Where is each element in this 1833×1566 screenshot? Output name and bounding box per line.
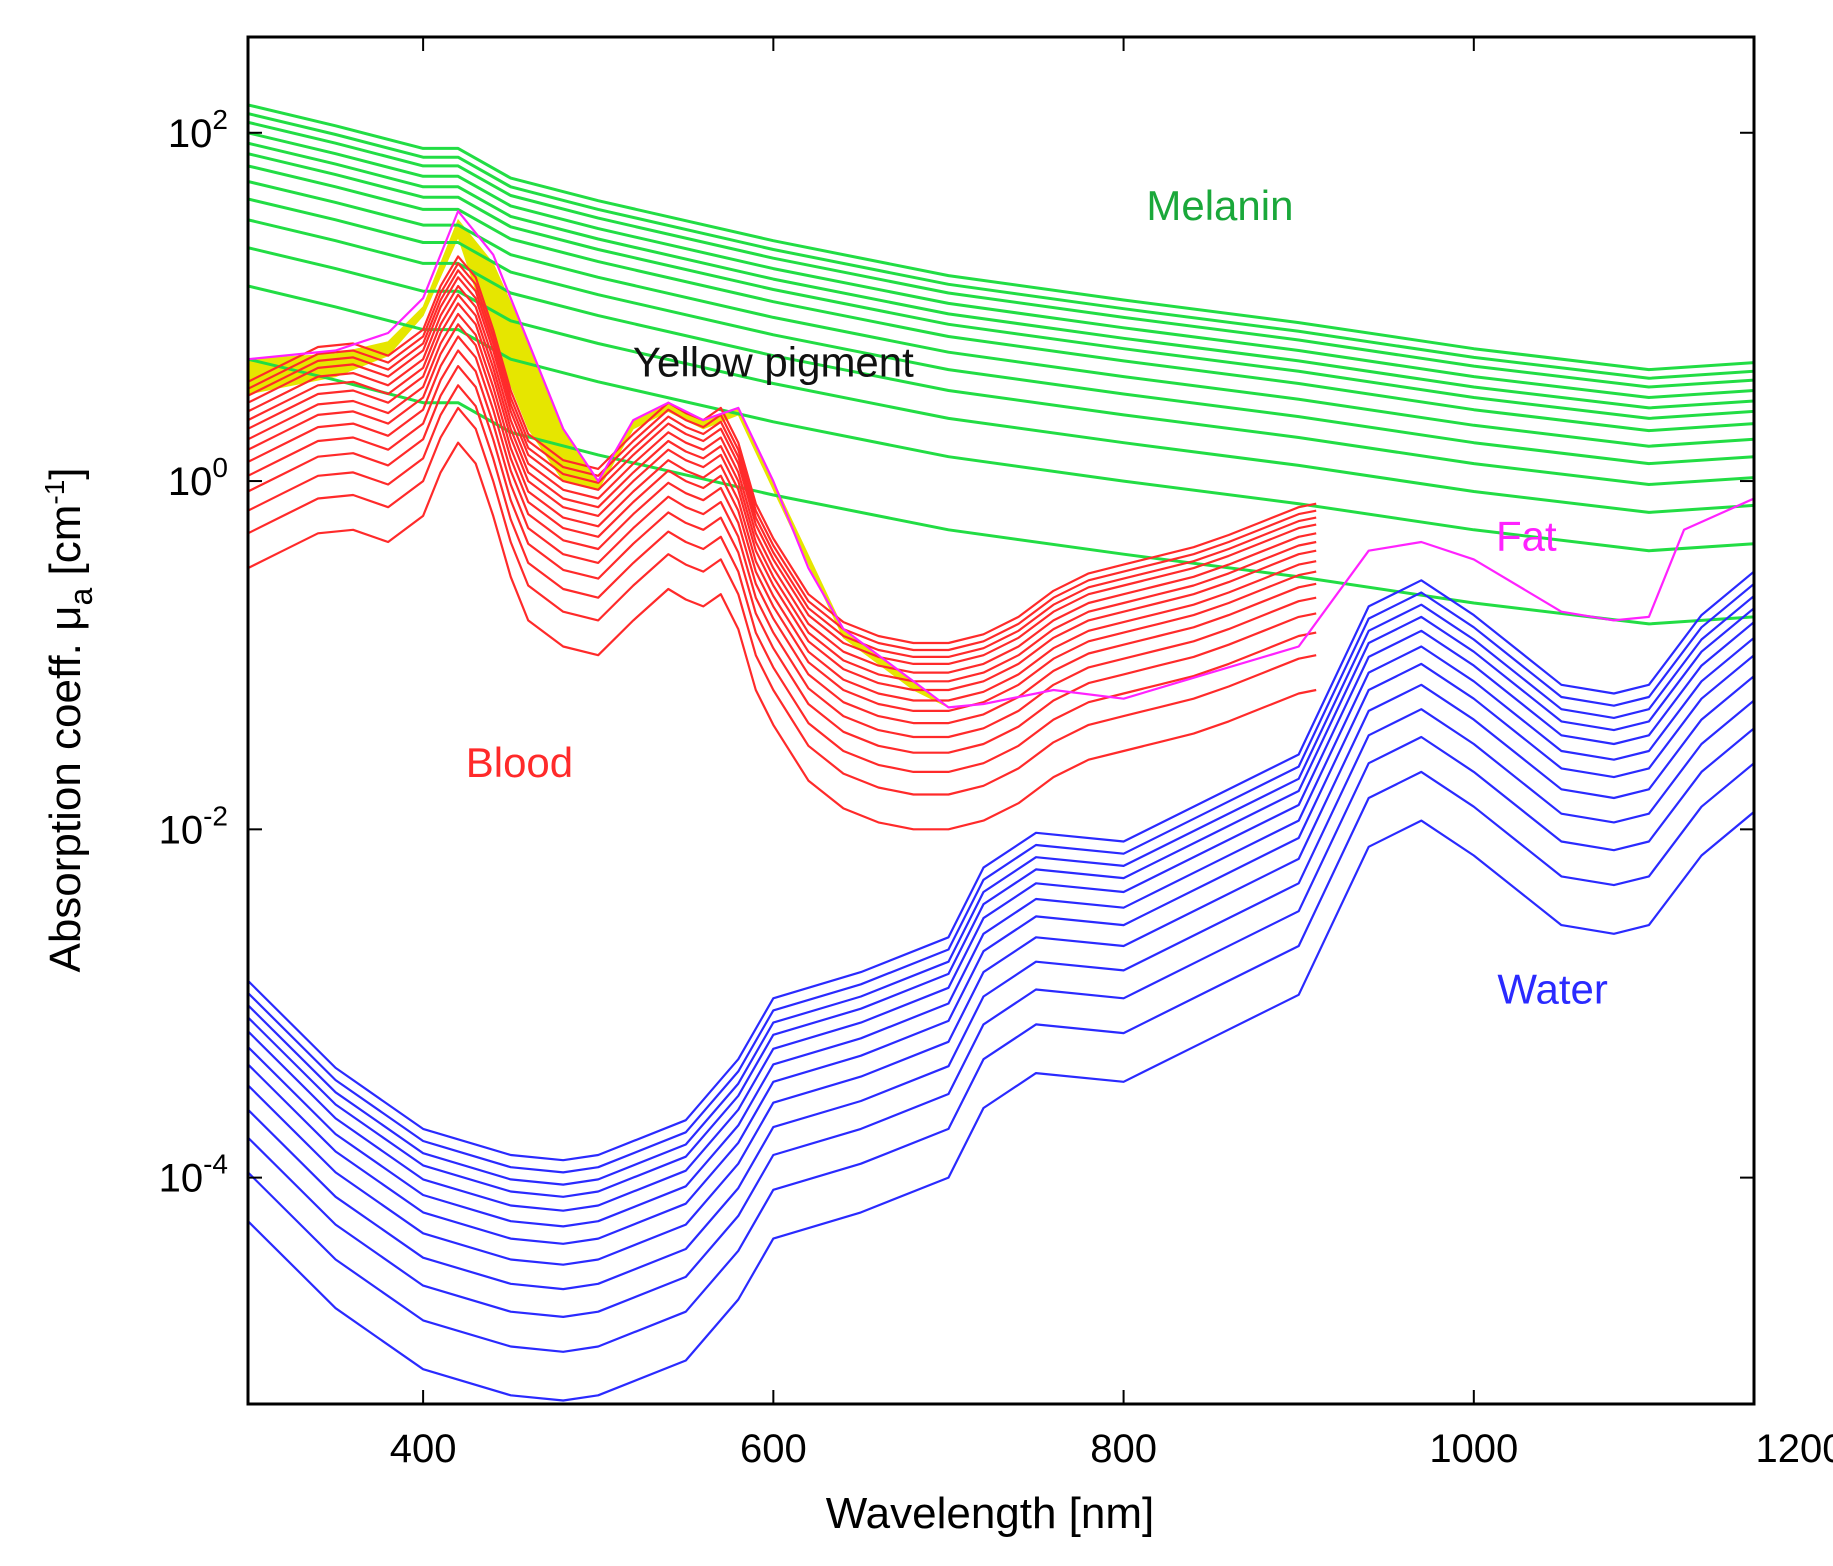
tick-layer: 400 600 800 1000 1200 102 100 10-2 10-4: [159, 37, 1833, 1471]
y-axis-label-subscript: a: [63, 588, 99, 606]
blood-series-line: [248, 441, 1317, 831]
series-layer: [248, 103, 1754, 1402]
melanin-series-line: [248, 197, 1754, 466]
water-series-line: [248, 699, 1754, 1291]
blood-series-line: [248, 335, 1317, 725]
melanin-series-line: [248, 218, 1754, 486]
y-tick-label: 102: [168, 104, 228, 156]
blood-series-line: [248, 406, 1317, 796]
water-series-line: [248, 636, 1754, 1228]
x-tick-label: 1000: [1429, 1427, 1518, 1471]
y-tick-label: 10-4: [159, 1149, 228, 1201]
water-series-line: [248, 621, 1754, 1212]
y-tick-label: 10-2: [159, 800, 228, 852]
water-series-line: [248, 654, 1754, 1245]
x-tick-label: 400: [390, 1427, 457, 1471]
blood-series-line: [248, 255, 1317, 645]
x-tick-label: 1200: [1756, 1427, 1833, 1471]
y-axis-label-prefix: Absorption coeff. μ: [41, 606, 90, 973]
melanin-series-line: [248, 246, 1754, 514]
x-axis-label: Wavelength [nm]: [826, 1489, 1155, 1538]
blood-series-line: [248, 284, 1317, 674]
water-series-line: [248, 811, 1754, 1402]
water-series-line: [248, 727, 1754, 1319]
plot-area: [248, 103, 1754, 1402]
water-series-line: [248, 762, 1754, 1353]
annotation-melanin: Melanin: [1146, 182, 1293, 229]
blood-series-line: [248, 276, 1317, 666]
y-axis-label-unit-sup: -1: [39, 480, 70, 505]
water-series-line: [248, 607, 1754, 1198]
water-series-line: [248, 595, 1754, 1186]
y-axis-label-unit-open: [cm: [41, 505, 90, 588]
blood-series-line: [248, 262, 1317, 652]
y-axis-label-unit-close: ]: [41, 467, 90, 479]
x-tick-label: 600: [740, 1427, 807, 1471]
blood-series-line: [248, 269, 1317, 659]
melanin-series-line: [248, 180, 1754, 448]
plot-frame: [246, 35, 1756, 1406]
y-tick-label: 100: [168, 452, 228, 504]
blood-series-line: [248, 384, 1317, 774]
melanin-series-line: [248, 103, 1754, 372]
x-tick-label: 800: [1090, 1427, 1157, 1471]
melanin-series-line: [248, 152, 1754, 420]
melanin-series-line: [248, 141, 1754, 410]
annotation-yellow-pigment: Yellow pigment: [633, 339, 914, 386]
blood-series-line: [248, 293, 1317, 683]
melanin-series-line: [248, 164, 1754, 433]
melanin-series-line: [248, 357, 1754, 626]
annotation-fat: Fat: [1496, 513, 1557, 560]
annotation-layer: Melanin Yellow pigment Fat Blood Water: [466, 182, 1608, 1013]
melanin-series-line: [248, 112, 1754, 380]
blood-series-line: [248, 323, 1317, 713]
blood-series-line: [248, 349, 1317, 739]
fat-series-line: [248, 210, 1754, 709]
blood-series-line: [248, 312, 1317, 702]
annotation-water: Water: [1497, 965, 1607, 1012]
melanin-series-line: [248, 131, 1754, 399]
water-series-line: [248, 582, 1754, 1174]
blood-series-line: [248, 302, 1317, 692]
water-series-line: [248, 675, 1754, 1266]
water-series-line: [248, 570, 1754, 1162]
melanin-series-line: [248, 120, 1754, 389]
blood-series-line: [248, 365, 1317, 754]
annotation-blood: Blood: [466, 739, 573, 786]
y-axis-label: Absorption coeff. μa [cm-1]: [39, 467, 99, 972]
